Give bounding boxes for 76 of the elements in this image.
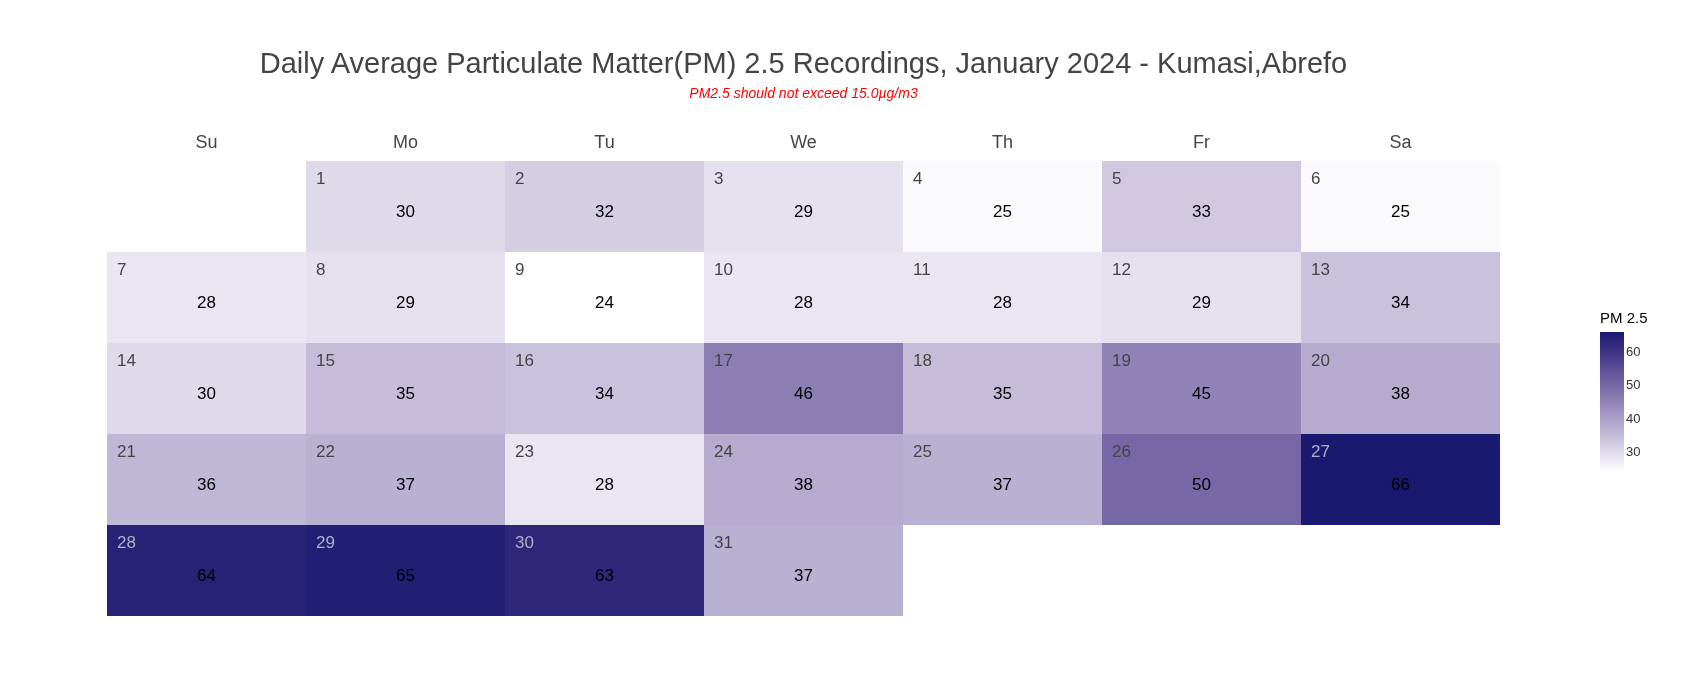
data-label: 46 (794, 383, 813, 403)
x-tick-label: Sa (1389, 131, 1413, 152)
chart-title: Daily Average Particulate Matter(PM) 2.5 Recordings, January 2024 - Kumasi,Abrefo (259, 47, 1348, 79)
data-label: 28 (794, 292, 813, 312)
annotation: 12 (1112, 260, 1131, 279)
annotation: 15 (316, 351, 335, 370)
annotation: 3 (714, 169, 724, 188)
data-label: 25 (1391, 201, 1410, 221)
annotation: 14 (117, 351, 136, 370)
annotation: 11 (913, 260, 931, 279)
data-label: 30 (197, 383, 216, 403)
data-label: 25 (993, 201, 1012, 221)
data-label: 38 (794, 474, 813, 494)
annotation: 17 (714, 351, 733, 370)
data-label: 38 (1391, 383, 1410, 403)
annotation: 26 (1112, 442, 1131, 461)
data-label: 64 (197, 565, 216, 585)
annotation: 23 (515, 442, 534, 461)
annotation: 9 (515, 260, 525, 279)
data-label: 65 (396, 565, 415, 585)
data-label: 50 (1192, 474, 1211, 494)
x-tick-label: Su (195, 131, 218, 152)
annotation: 30 (515, 533, 534, 552)
data-label: 37 (396, 474, 415, 494)
chart-subtitle: PM2.5 should not exceed 15.0µg/m3 (689, 85, 918, 101)
data-label: 66 (1391, 474, 1410, 494)
annotation: 29 (316, 533, 335, 552)
data-label: 34 (1391, 292, 1410, 312)
annotation: 7 (117, 260, 127, 279)
annotation: 8 (316, 260, 326, 279)
annotation: 4 (913, 169, 923, 188)
data-label: 29 (794, 201, 813, 221)
annotation: 10 (714, 260, 733, 279)
annotation: 19 (1112, 351, 1131, 370)
annotation: 28 (117, 533, 136, 552)
x-tick-label: We (790, 131, 817, 152)
color-bar-title: PM 2.5 (1600, 309, 1648, 326)
x-tick-label: Th (991, 131, 1014, 152)
data-label: 34 (595, 383, 614, 403)
data-label: 37 (993, 474, 1012, 494)
x-tick-label: Mo (392, 131, 419, 152)
data-label: 32 (595, 201, 614, 221)
annotation: 31 (714, 533, 733, 552)
data-label: 24 (595, 292, 614, 312)
data-label: 35 (993, 383, 1012, 403)
x-tick-label: Fr (1193, 131, 1210, 152)
data-label: 33 (1192, 201, 1211, 221)
color-bar-label: 60 (1626, 344, 1641, 359)
annotation: 25 (913, 442, 932, 461)
color-bar-label: 50 (1626, 377, 1641, 393)
x-tick-label: Tu (594, 131, 615, 152)
annotation: 5 (1112, 169, 1122, 188)
annotation: 21 (117, 442, 136, 461)
data-label: 45 (1192, 383, 1211, 403)
annotation: 13 (1311, 260, 1330, 279)
data-label: 63 (595, 565, 614, 585)
data-label: 35 (396, 383, 415, 403)
data-label: 30 (396, 201, 415, 221)
annotation: 1 (316, 169, 326, 188)
data-label: 37 (794, 565, 813, 585)
data-label: 36 (197, 474, 216, 494)
annotation: 22 (316, 442, 335, 461)
data-label: 28 (993, 292, 1012, 312)
annotation: 6 (1311, 169, 1321, 188)
data-label: 28 (595, 474, 614, 494)
annotation: 24 (714, 442, 733, 461)
color-bar-label: 30 (1626, 444, 1641, 459)
color-bar-label: 40 (1626, 410, 1641, 426)
annotation: 18 (913, 351, 932, 370)
annotation: 20 (1311, 351, 1330, 370)
data-label: 29 (396, 292, 415, 312)
annotation: 27 (1311, 442, 1330, 461)
annotation: 2 (515, 169, 525, 188)
data-label: 28 (197, 292, 216, 312)
annotation: 16 (515, 351, 534, 370)
data-label: 29 (1192, 292, 1211, 312)
